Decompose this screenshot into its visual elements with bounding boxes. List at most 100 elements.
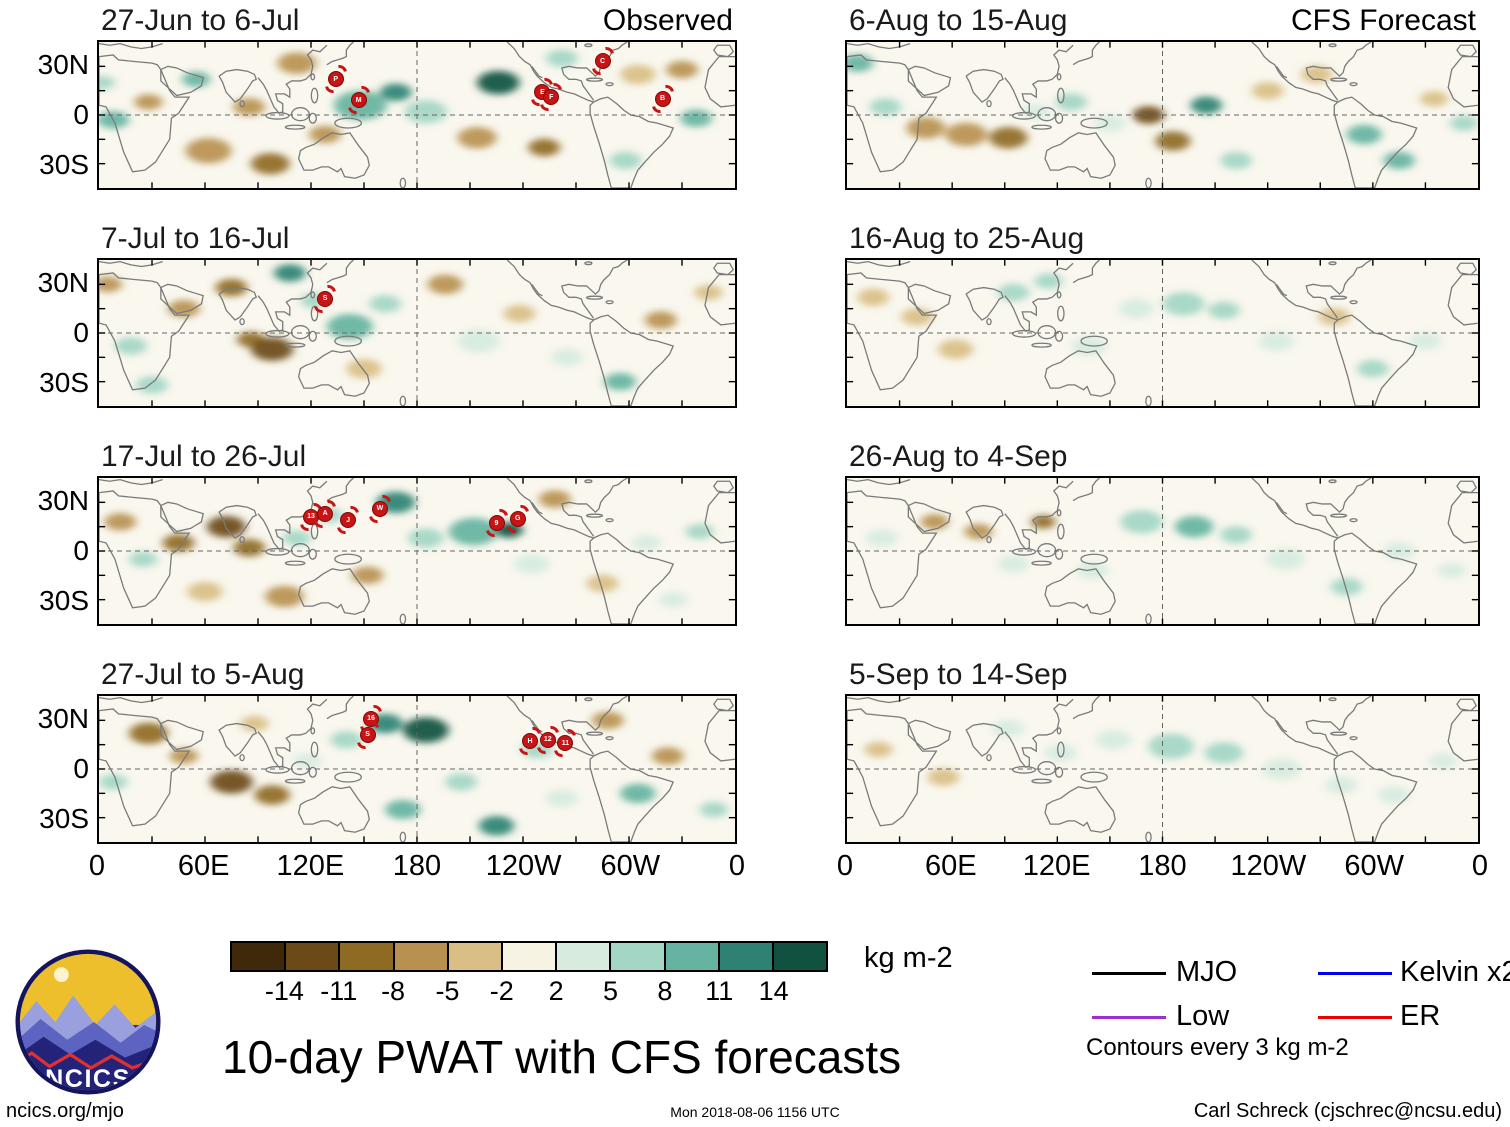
y-axis-label: 0 xyxy=(73,753,89,784)
colorbar-tick-label: 2 xyxy=(548,976,564,1006)
map-panel-fc-4 xyxy=(845,694,1480,844)
panel-title-fc-2: 16-Aug to 25-Aug xyxy=(849,222,1085,255)
gridlines xyxy=(847,696,1478,842)
axis-ticks xyxy=(847,260,1478,406)
colorbar-cell xyxy=(555,943,610,970)
x-axis-label: 60W xyxy=(1344,850,1404,882)
gridlines xyxy=(99,42,735,188)
panel-title-fc-3: 26-Aug to 4-Sep xyxy=(849,440,1068,473)
y-axis-label: 0 xyxy=(73,317,89,348)
anomaly-field xyxy=(864,719,1457,804)
map-canvas-fc-1 xyxy=(847,42,1478,188)
x-axis-label: 60E xyxy=(925,850,977,882)
storm-marker-obs-3-G: G xyxy=(510,511,525,526)
panel-title-obs-4: 27-Jul to 5-Aug xyxy=(101,658,305,691)
storm-marker-obs-4-11: 11 xyxy=(558,736,573,751)
colorbar-tick-label: 5 xyxy=(603,976,619,1006)
storm-marker-obs-1-C: C xyxy=(595,54,610,69)
legend-label-kelvin-x2: Kelvin x2 xyxy=(1400,956,1510,988)
coastlines xyxy=(847,478,1478,624)
colorbar-cell xyxy=(609,943,664,970)
storm-marker-obs-1-P: P xyxy=(328,72,343,87)
x-axis-label: 60E xyxy=(177,850,230,882)
axis-ticks xyxy=(99,696,735,842)
logo-text: NCICS xyxy=(45,1065,131,1093)
coastlines xyxy=(847,260,1478,406)
y-axis-label: 30S xyxy=(39,367,89,398)
map-panel-fc-3 xyxy=(845,476,1480,626)
x-axis-label: 0 xyxy=(728,850,746,882)
x-axis-label: 0 xyxy=(88,850,106,882)
axis-ticks xyxy=(99,478,735,624)
anomaly-field xyxy=(99,264,723,394)
panel-title-fc-4: 5-Sep to 14-Sep xyxy=(849,658,1068,691)
x-axis-label: 180 xyxy=(392,850,442,882)
coastlines xyxy=(847,696,1478,842)
colorbar-tick-label: -14 xyxy=(264,976,304,1006)
colorbar-cell xyxy=(338,943,393,970)
footer-url: ncics.org/mjo xyxy=(6,1100,124,1122)
colorbar-cell xyxy=(500,943,556,970)
colorbar-tick-label: 11 xyxy=(705,976,734,1006)
y-axis-label: 0 xyxy=(73,535,89,566)
legend-line-kelvin-x2 xyxy=(1318,972,1392,975)
anomaly-field xyxy=(104,490,714,608)
footer-timestamp: Mon 2018-08-06 1156 UTC xyxy=(670,1104,840,1120)
legend-line-er xyxy=(1318,1016,1392,1019)
anomaly-field xyxy=(847,54,1478,170)
colorbar-tick-label: 14 xyxy=(758,976,789,1006)
storm-marker-obs-1-B: B xyxy=(655,91,670,106)
storm-marker-obs-2-S: S xyxy=(318,291,333,306)
map-panel-obs-4: 16 S H 12 11 xyxy=(97,694,737,844)
map-panel-fc-1 xyxy=(845,40,1480,190)
colorbar-tick-label: -5 xyxy=(435,976,460,1006)
map-panel-obs-3: 13 A J W 9 G xyxy=(97,476,737,626)
legend-line-low xyxy=(1092,1016,1166,1019)
y-axis-label: 30S xyxy=(39,149,89,180)
x-axis-label: 120E xyxy=(276,850,345,882)
colorbar-tick-label: -2 xyxy=(489,976,514,1006)
colorbar-cell xyxy=(717,943,772,970)
anomaly-field xyxy=(857,273,1442,378)
storm-marker-obs-3-A: A xyxy=(318,506,333,521)
column-header-obs-1: Observed xyxy=(602,4,733,37)
gridlines xyxy=(99,696,735,842)
storm-marker-obs-1-F: F xyxy=(544,90,559,105)
colorbar-cell xyxy=(771,943,827,970)
colorbar-tick-label: -11 xyxy=(320,976,358,1006)
x-axis-label: 120W xyxy=(1230,850,1307,882)
anomaly-field xyxy=(866,510,1466,596)
gridlines xyxy=(99,478,735,624)
y-axis-label: 0 xyxy=(73,99,89,130)
legend-label-mjo: MJO xyxy=(1176,956,1238,988)
y-axis-label: 30S xyxy=(39,585,89,616)
y-axis-label: 30N xyxy=(37,49,89,80)
x-axis-label: 120E xyxy=(1022,850,1091,882)
legend-line-mjo xyxy=(1092,972,1166,975)
gridlines xyxy=(847,42,1478,188)
map-canvas-fc-3 xyxy=(847,478,1478,624)
panel-title-obs-3: 17-Jul to 26-Jul xyxy=(101,440,307,473)
storm-marker-obs-1-M: M xyxy=(351,93,366,108)
storm-marker-obs-4-12: 12 xyxy=(540,732,555,747)
map-canvas-obs-4 xyxy=(99,696,735,842)
axis-ticks xyxy=(847,42,1478,188)
x-axis-label: 0 xyxy=(1471,850,1489,882)
legend-label-low: Low xyxy=(1176,1000,1230,1032)
map-canvas-obs-2 xyxy=(99,260,735,406)
y-axis-label: 30N xyxy=(37,703,89,734)
axis-ticks xyxy=(847,478,1478,624)
y-axis-label: 30S xyxy=(39,803,89,834)
gridlines xyxy=(847,260,1478,406)
storm-marker-obs-3-J: J xyxy=(341,513,356,528)
gridlines xyxy=(847,478,1478,624)
axis-ticks xyxy=(99,42,735,188)
colorbar-tick-label: -8 xyxy=(381,976,406,1006)
y-axis-label: 30N xyxy=(37,267,89,298)
panel-title-obs-2: 7-Jul to 16-Jul xyxy=(101,222,290,255)
anomaly-field xyxy=(99,49,713,175)
ncics-logo: NCICS xyxy=(15,949,161,1095)
colorbar-cell xyxy=(446,943,501,970)
colorbar-cell xyxy=(392,943,447,970)
